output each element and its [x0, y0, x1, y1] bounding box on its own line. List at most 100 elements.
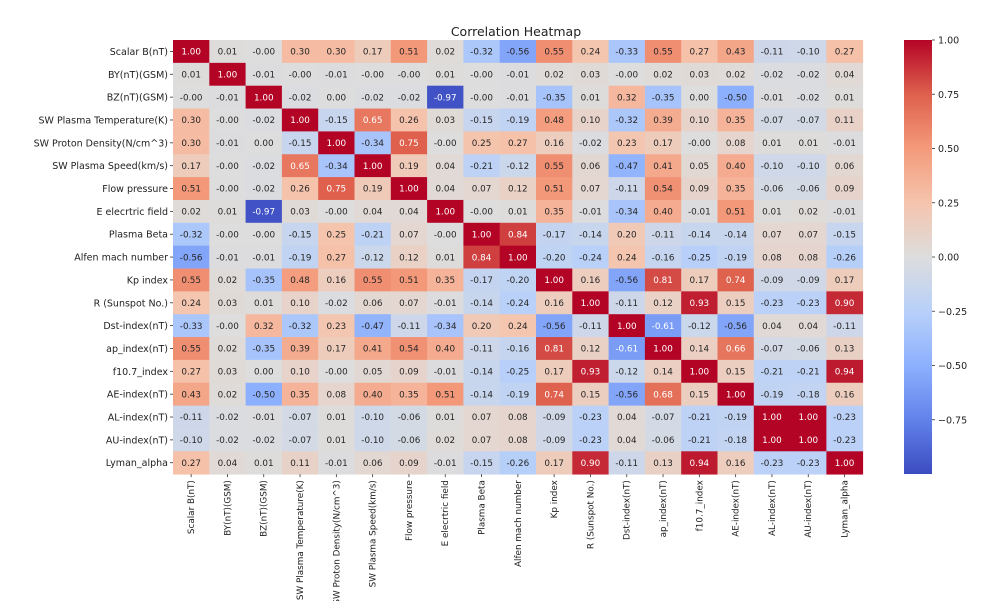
column-label: SW Plasma Speed(km/s): [369, 480, 379, 587]
heatmap-cell: [790, 337, 827, 361]
cell-value-label: -0.01: [252, 253, 275, 263]
heatmap-cell: [753, 199, 791, 224]
row-label: Plasma Beta: [109, 230, 168, 241]
cell-value-label: -0.02: [252, 185, 275, 195]
heatmap-cell: [572, 108, 609, 132]
heatmap-cell: [427, 268, 464, 292]
heatmap-cell: [826, 222, 864, 247]
cell-value-label: 0.04: [399, 208, 419, 218]
heatmap-cell: [318, 154, 355, 178]
heatmap-cell: [390, 62, 428, 87]
cell-value-label: 0.35: [726, 116, 746, 126]
heatmap-cell: [753, 268, 791, 292]
heatmap-cell: [354, 154, 392, 178]
heatmap-cell: [536, 359, 573, 384]
cell-value-label: -0.14: [724, 230, 747, 240]
heatmap-cell: [245, 291, 283, 315]
heatmap-cell: [644, 451, 682, 475]
heatmap-cell: [318, 359, 355, 384]
cell-value-label: 0.01: [435, 70, 455, 80]
cell-value-label: -0.14: [688, 230, 711, 240]
cell-value-label: -0.00: [252, 230, 275, 240]
heatmap-cell: [427, 154, 464, 178]
cell-value-label: -0.02: [252, 436, 275, 446]
heatmap-cell: [209, 359, 246, 384]
heatmap-cell: [826, 451, 864, 475]
cell-value-label: 0.04: [835, 70, 855, 80]
heatmap-cell: [536, 337, 573, 361]
cell-value-label: 0.07: [581, 185, 601, 195]
cell-value-label: 0.08: [508, 413, 528, 423]
cell-value-label: 1.00: [798, 413, 818, 423]
heatmap-cell: [644, 177, 682, 201]
heatmap-cell: [644, 268, 682, 292]
heatmap-cell: [644, 359, 682, 384]
cell-value-label: -0.02: [325, 299, 348, 309]
cell-value-label: -0.47: [615, 162, 638, 172]
cell-value-label: 1.00: [726, 390, 746, 400]
heatmap-cell: [572, 291, 609, 315]
cell-value-label: 1.00: [290, 116, 310, 126]
cell-value-label: -0.02: [398, 93, 421, 103]
heatmap-cells: [173, 40, 864, 475]
heatmap-cell: [499, 222, 537, 247]
cell-value-label: -0.00: [470, 208, 493, 218]
cell-value-label: -0.00: [434, 230, 457, 240]
heatmap-cell: [572, 451, 609, 475]
heatmap-cell: [463, 405, 501, 429]
cell-value-label: 0.05: [690, 162, 710, 172]
row-label: Kp index: [127, 275, 169, 286]
row-label: Flow pressure: [102, 184, 168, 195]
heatmap-cell: [681, 40, 718, 64]
cell-value-label: -0.00: [361, 70, 384, 80]
heatmap-cell: [644, 405, 682, 429]
heatmap-cell: [173, 85, 210, 109]
heatmap-cell: [318, 62, 355, 87]
cell-value-label: 0.84: [508, 230, 528, 240]
heatmap-cell: [608, 337, 646, 361]
cell-value-label: -0.15: [470, 116, 493, 126]
row-label: Scalar B(nT): [110, 47, 168, 58]
heatmap-cell: [245, 131, 283, 155]
heatmap-cell: [681, 405, 718, 429]
heatmap-cell: [427, 359, 464, 384]
heatmap-cell: [717, 268, 755, 292]
heatmap-cell: [608, 85, 646, 109]
cell-value-label: -0.16: [652, 253, 675, 263]
heatmap-cell: [536, 177, 573, 201]
heatmap-cell: [463, 359, 501, 384]
cell-value-label: 0.68: [653, 390, 673, 400]
cell-value-label: 0.16: [835, 390, 855, 400]
row-labels: Scalar B(nT) BY(nT)(GSM) BZ(nT)(GSM) SW Pla…: [34, 47, 173, 469]
cell-value-label: -0.10: [797, 48, 820, 58]
heatmap-cell: [281, 177, 319, 201]
cell-value-label: -0.10: [180, 436, 203, 446]
heatmap-cell: [281, 154, 319, 178]
heatmap-cell: [536, 314, 573, 338]
heatmap-cell: [681, 154, 718, 178]
heatmap-cell: [608, 131, 646, 155]
cell-value-label: -0.24: [506, 299, 529, 309]
heatmap-cell: [318, 222, 355, 247]
heatmap-cell: [826, 382, 864, 406]
cell-value-label: 0.03: [581, 70, 601, 80]
cell-value-label: -0.07: [797, 116, 820, 126]
heatmap-cell: [390, 177, 428, 201]
cell-value-label: -0.47: [361, 322, 384, 332]
cell-value-label: 0.07: [798, 230, 818, 240]
cell-value-label: 1.00: [327, 139, 347, 149]
cell-value-label: 0.35: [290, 390, 310, 400]
cell-value-label: -0.00: [434, 139, 457, 149]
heatmap-cell: [354, 314, 392, 338]
heatmap-cell: [499, 131, 537, 155]
heatmap-cell: [717, 108, 755, 132]
cell-value-label: -0.56: [615, 276, 638, 286]
cell-value-label: 0.02: [435, 436, 455, 446]
heatmap-cell: [826, 62, 864, 87]
heatmap-cell: [753, 131, 791, 155]
heatmap-cell: [644, 85, 682, 109]
heatmap-cell: [173, 451, 210, 475]
heatmap-cell: [318, 451, 355, 475]
cell-value-label: 0.02: [435, 48, 455, 58]
heatmap-cell: [608, 405, 646, 429]
